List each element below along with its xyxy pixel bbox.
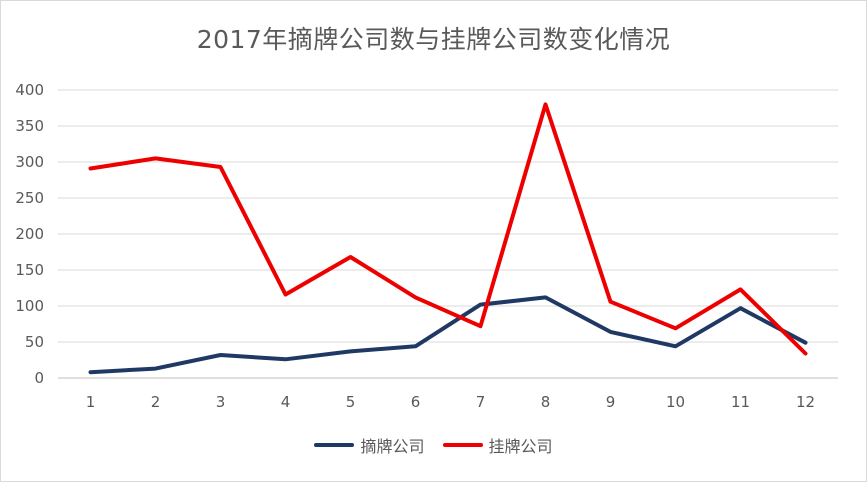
chart-legend: 摘牌公司 挂牌公司 [0,433,867,457]
legend-swatch [442,443,483,447]
x-tick-label: 10 [666,393,685,411]
x-tick-label: 8 [541,393,551,411]
x-tick-label: 5 [346,393,356,411]
legend-item: 挂牌公司 [442,433,553,457]
x-tick-label: 11 [731,393,750,411]
x-tick-label: 2 [151,393,161,411]
y-tick-label: 50 [25,333,44,351]
legend-item: 摘牌公司 [314,433,425,457]
series-line-2 [88,102,808,356]
y-tick-label: 150 [15,261,44,279]
x-tick-label: 4 [281,393,291,411]
x-tick-label: 1 [86,393,96,411]
y-tick-label: 250 [15,189,44,207]
x-tick-label: 7 [476,393,486,411]
y-tick-label: 350 [15,117,44,135]
y-tick-label: 200 [15,225,44,243]
x-tick-label: 3 [216,393,226,411]
legend-swatch [314,443,355,447]
chart-title: 2017年摘牌公司数与挂牌公司数变化情况 [196,25,671,54]
x-tick-label: 12 [796,393,815,411]
y-tick-label: 100 [15,297,44,315]
y-tick-label: 300 [15,153,44,171]
x-tick-label: 9 [606,393,616,411]
legend-label: 摘牌公司 [360,437,425,456]
series-line-1 [88,295,808,375]
y-tick-label: 0 [34,369,44,387]
y-tick-label: 400 [15,81,44,99]
legend-label: 挂牌公司 [488,437,553,456]
x-tick-label: 6 [411,393,421,411]
